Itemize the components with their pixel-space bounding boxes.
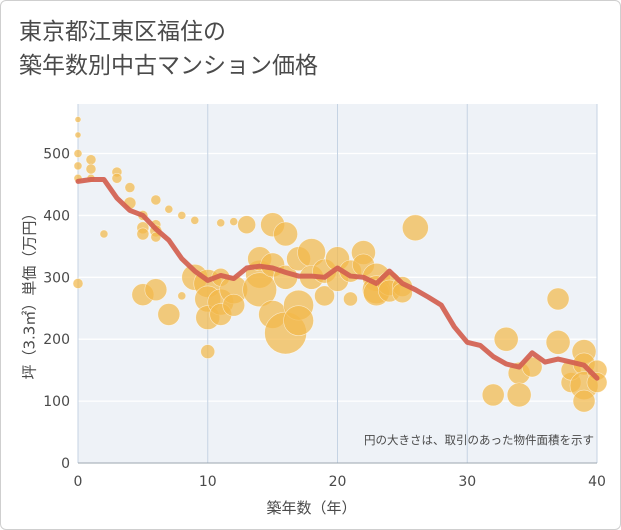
x-tick-label: 40 [588, 474, 606, 490]
bubble-point [177, 291, 187, 301]
bubble-point [273, 221, 298, 247]
bubble-point [85, 163, 97, 175]
bubble-point [111, 172, 123, 184]
y-tick-label: 500 [43, 147, 70, 163]
bubble-point [144, 278, 168, 301]
y-tick-label: 200 [43, 332, 70, 348]
bubble-point [343, 291, 358, 307]
bubble-point [72, 278, 84, 289]
bubble-point [177, 211, 187, 220]
average-price-line [75, 177, 600, 381]
x-tick-label: 10 [199, 474, 217, 490]
y-axis-label: 坪（3.3㎡）単価（万円） [20, 205, 39, 380]
bubble-point [314, 285, 335, 307]
y-tick-label: 0 [61, 456, 70, 472]
bubble-point [73, 149, 83, 158]
bubble-point [283, 305, 314, 336]
bubble-point [506, 382, 532, 408]
bubble-point [99, 229, 109, 239]
bubble-point [493, 326, 519, 352]
bubble-point [124, 182, 136, 193]
y-tick-label: 300 [43, 270, 70, 286]
title-line-1: 東京都江東区福住の [19, 19, 226, 45]
bubble-point [74, 116, 82, 123]
y-tick-label: 400 [43, 208, 70, 224]
bubble-point [200, 344, 216, 359]
x-tick-label: 30 [458, 474, 476, 490]
bubble-point [402, 214, 429, 242]
bubble-size-note: 円の大きさは、取引のあった物件面積を示す [364, 433, 594, 447]
bubble-point [190, 216, 200, 225]
bubble-point [222, 293, 245, 317]
x-axis-label: 築年数（年） [266, 499, 357, 517]
bubble-point [237, 215, 256, 234]
bubble-point [546, 287, 570, 311]
bubble-point [157, 303, 181, 326]
title-line-2: 築年数別中古マンション価格 [19, 53, 318, 79]
bubble-point [74, 131, 82, 139]
bubble-point [586, 372, 608, 393]
x-tick-label: 0 [74, 474, 83, 490]
chart-title: 東京都江東区福住の 築年数別中古マンション価格 [19, 15, 318, 83]
x-tick-label: 20 [329, 474, 347, 490]
bubble-point [216, 218, 226, 228]
bubble-point [572, 389, 596, 413]
bubble-point [164, 204, 174, 214]
bubble-point [73, 161, 83, 171]
bubble-point [242, 272, 277, 307]
bubble-point [136, 227, 150, 241]
bubble-point [481, 383, 505, 407]
bubble-point [150, 194, 162, 206]
bubble-point [229, 217, 238, 226]
bubble-point [85, 154, 97, 166]
bubble-point [545, 330, 571, 355]
y-tick-label: 100 [43, 394, 70, 410]
